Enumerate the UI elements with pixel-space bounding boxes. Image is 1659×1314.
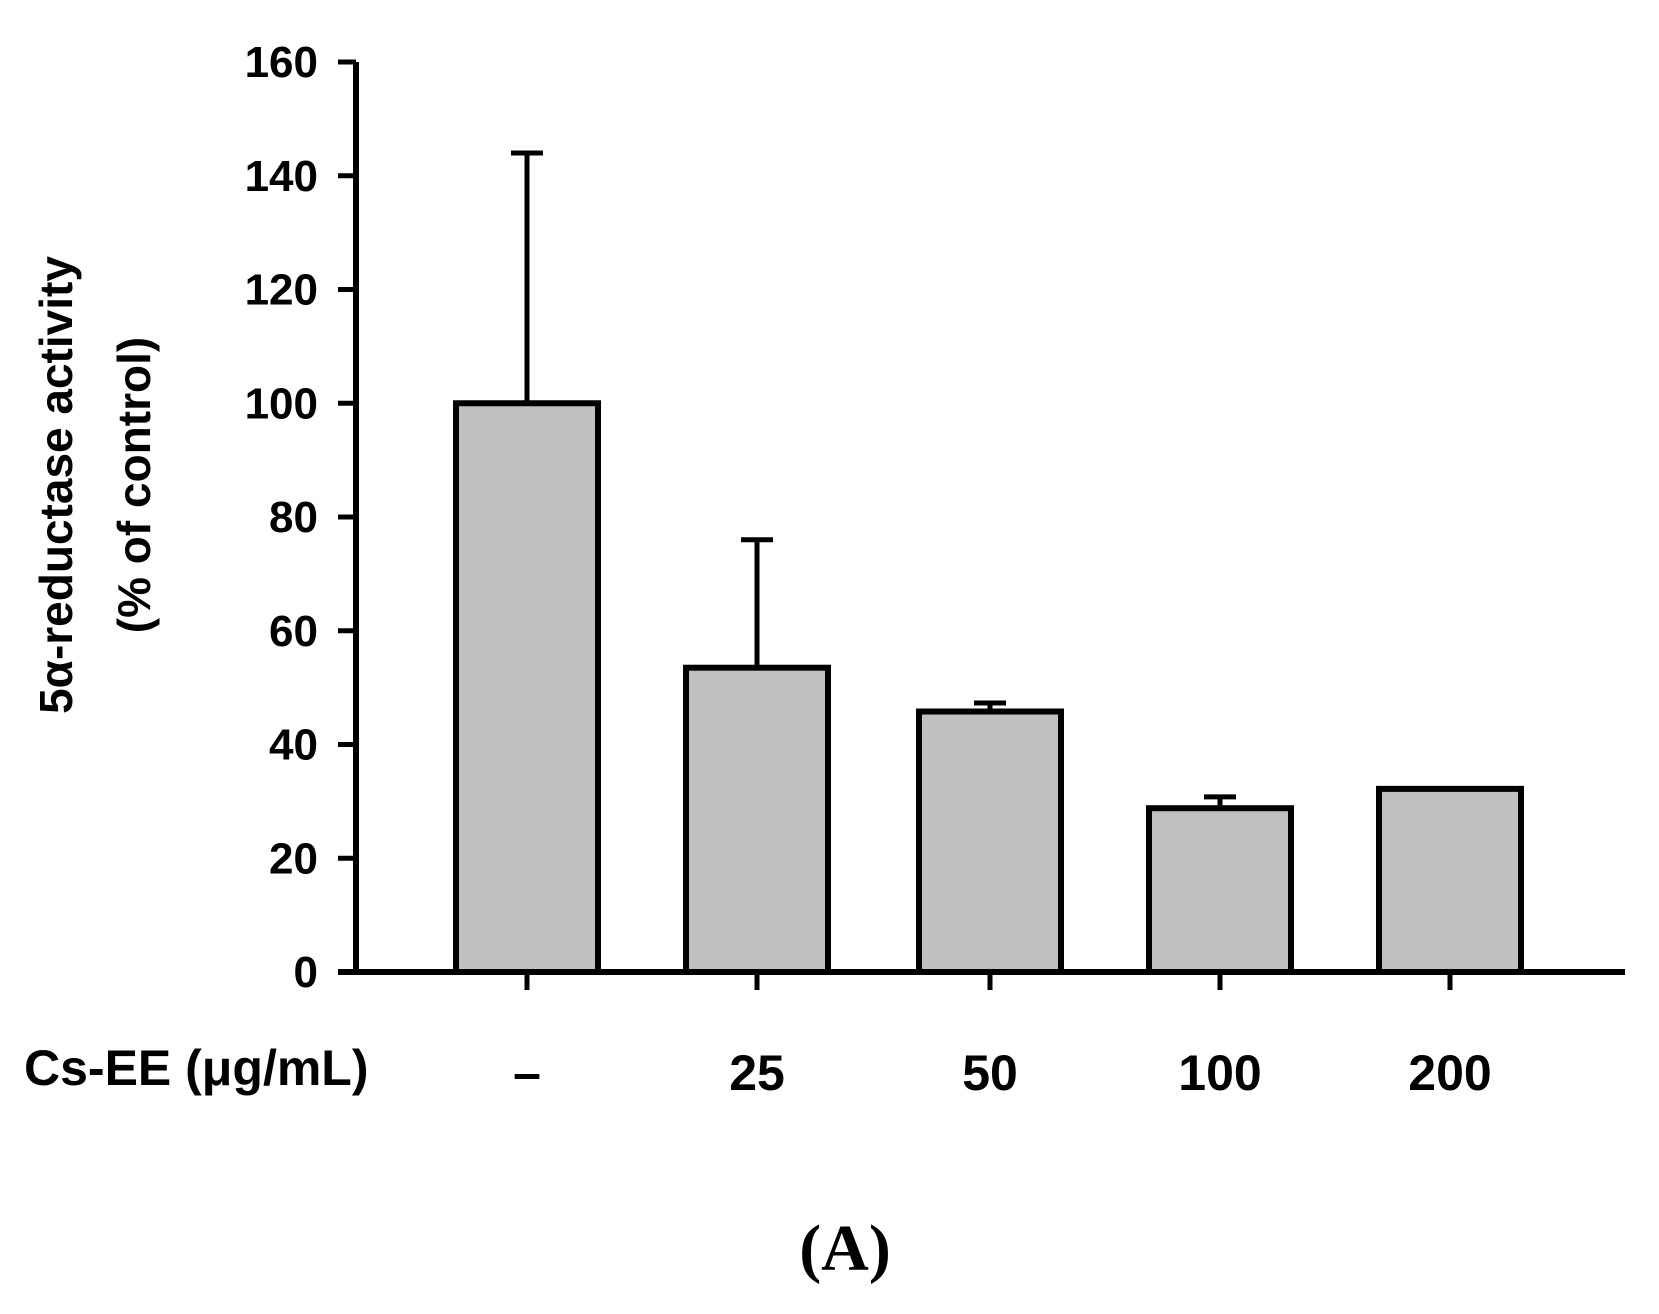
bar (453, 400, 601, 975)
y-tick-label: 120 (245, 266, 318, 315)
y-tick-label: 20 (269, 834, 318, 883)
x-ticks (524, 972, 1453, 990)
bar (1376, 785, 1524, 975)
category-label: 200 (1408, 1045, 1491, 1101)
panel-label: (A) (799, 1212, 891, 1285)
bar (1146, 805, 1294, 976)
x-axis-label: Cs-EE (μg/mL) (24, 1040, 368, 1096)
y-tick-label: 40 (269, 721, 318, 770)
y-axis-title: 5α-reductase activity (% of control) (30, 256, 160, 714)
bar (916, 708, 1064, 975)
y-tick-label: 140 (245, 152, 318, 201)
category-label: – (513, 1045, 541, 1101)
y-axis-title-line2: (% of control) (108, 337, 160, 633)
error-bars (511, 150, 1236, 809)
category-label: 25 (729, 1045, 785, 1101)
category-label: 50 (962, 1045, 1018, 1101)
y-tick-label: 160 (245, 38, 318, 87)
y-tick-label: 100 (245, 379, 318, 428)
y-tick-label: 0 (294, 948, 318, 997)
category-labels: – 25 50 100 200 (513, 1045, 1492, 1101)
bar (683, 664, 831, 975)
y-ticks: 0 20 40 60 80 100 120 140 160 (245, 38, 356, 997)
y-tick-label: 80 (269, 493, 318, 542)
bars (453, 400, 1524, 976)
category-label: 100 (1178, 1045, 1261, 1101)
y-tick-label: 60 (269, 607, 318, 656)
y-axis-title-line1: 5α-reductase activity (30, 256, 82, 714)
